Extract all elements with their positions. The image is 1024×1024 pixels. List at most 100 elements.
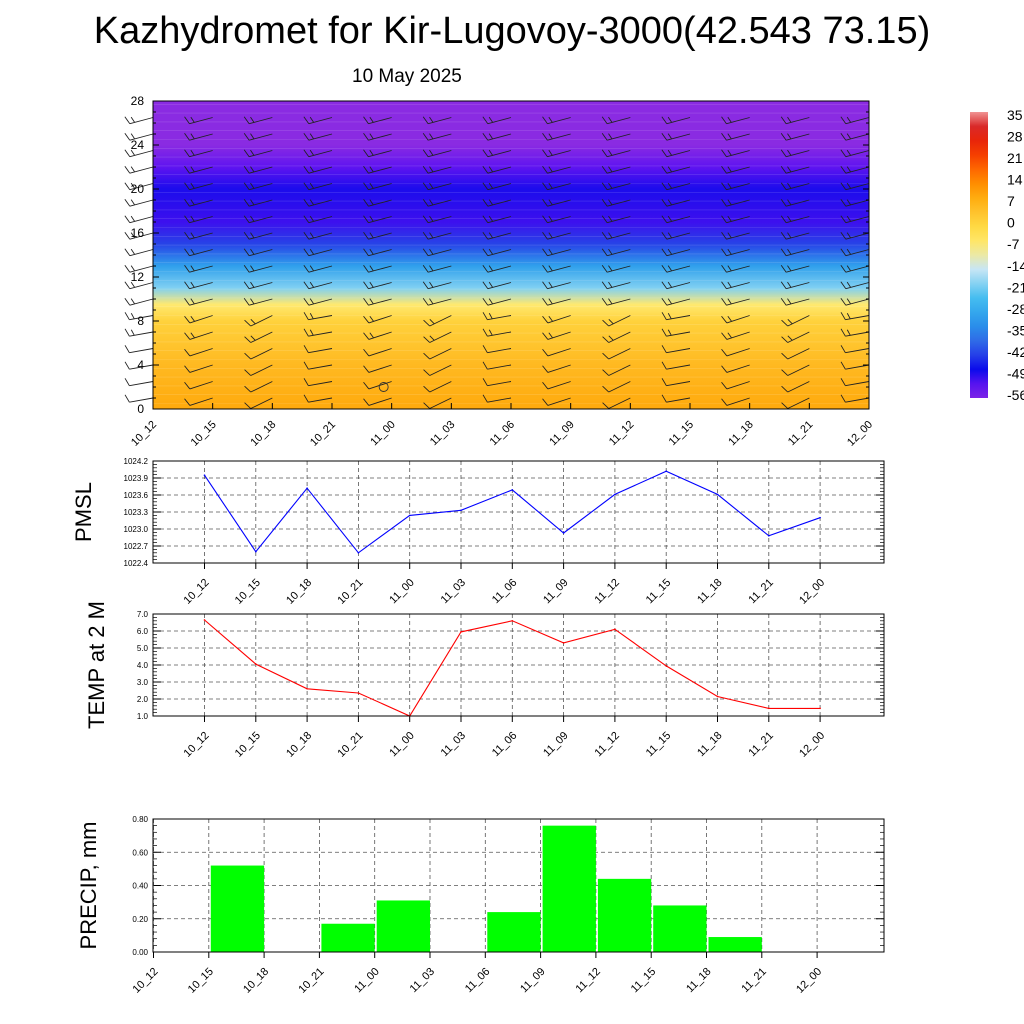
colorbar-label: -14 <box>1007 258 1024 274</box>
wind-barb <box>840 378 870 387</box>
wind-barb <box>721 264 750 273</box>
chart-subtitle: 10 May 2025 <box>352 66 462 87</box>
wind-barb <box>721 248 750 257</box>
y-tick-label: 1023.0 <box>124 525 149 534</box>
wind-barb <box>840 198 870 207</box>
data-point <box>665 470 667 473</box>
wind-barb <box>363 397 392 406</box>
x-tick-label: 10_18 <box>284 730 314 760</box>
data-point <box>306 688 308 690</box>
precip-bar <box>321 923 375 952</box>
wind-barb <box>721 348 750 357</box>
wind-barb <box>124 361 154 370</box>
wind-barb <box>542 149 571 158</box>
wind-barb <box>363 297 392 306</box>
y-tick-label: 0.00 <box>132 948 148 957</box>
wind-barb <box>184 381 213 390</box>
wind-barb <box>542 132 571 141</box>
data-point <box>511 620 514 622</box>
wind-barb <box>661 264 691 273</box>
wind-barb <box>184 315 213 324</box>
wind-barb <box>781 364 810 376</box>
x-tick-label: 10_15 <box>233 730 263 760</box>
wind-barb <box>422 132 452 141</box>
wind-barb <box>602 315 631 327</box>
wind-barb <box>781 331 810 343</box>
wind-barb <box>482 264 512 273</box>
x-tick-label: 10_15 <box>186 966 216 996</box>
axes-frame <box>152 460 885 564</box>
y-tick-label: 12 <box>131 270 145 284</box>
precip-bar <box>653 905 707 952</box>
y-tick-label: 0.80 <box>132 815 148 824</box>
wind-barb <box>542 297 571 306</box>
wind-barb <box>781 315 810 327</box>
y-tick-label: 1022.4 <box>124 559 149 568</box>
wind-barb <box>542 264 571 273</box>
x-tick-label: 11_03 <box>439 730 469 760</box>
x-tick-label: 12_00 <box>794 966 824 996</box>
wind-barb <box>243 198 273 207</box>
wind-barb <box>423 364 452 376</box>
y-tick-label: 1.0 <box>137 712 149 721</box>
wind-barb <box>363 149 392 158</box>
wind-barb <box>601 116 631 125</box>
wind-barb <box>303 281 333 290</box>
wind-barb <box>422 116 452 125</box>
wind-barb <box>363 331 392 340</box>
wind-barb <box>303 198 333 207</box>
wind-barb <box>244 381 273 393</box>
wind-barb <box>542 248 571 257</box>
wind-barb <box>781 397 810 409</box>
colorbar-label: -28 <box>1007 301 1024 317</box>
wind-barb <box>721 198 750 207</box>
wind-barb <box>601 182 631 191</box>
wind-barb <box>124 116 154 125</box>
wind-barb <box>244 364 273 376</box>
y-tick-label: 1023.9 <box>124 474 149 483</box>
wind-barb <box>840 231 870 240</box>
x-tick-label: 11_06 <box>463 966 493 996</box>
wind-barb <box>721 297 750 306</box>
data-point <box>716 493 719 496</box>
wind-barb <box>363 198 392 207</box>
wind-barb <box>602 397 631 409</box>
wind-barb <box>840 312 870 321</box>
wind-barb <box>661 345 691 354</box>
wind-barb <box>422 248 452 257</box>
x-tick-label: 11_15 <box>644 730 674 760</box>
wind-barb <box>721 149 750 158</box>
precip-bar <box>708 937 762 952</box>
wind-barb <box>661 132 691 141</box>
x-tick-label: 11_09 <box>541 730 571 760</box>
axes-frame <box>152 613 885 717</box>
wind-barb <box>423 381 452 393</box>
data-point <box>768 535 770 537</box>
wind-barb <box>244 348 273 360</box>
precip-bar <box>542 825 596 952</box>
x-tick-label: 11_21 <box>739 966 769 996</box>
x-tick-label: 11_12 <box>592 730 622 760</box>
wind-barb <box>243 132 273 141</box>
wind-barb <box>184 198 213 207</box>
y-axis-label: PRECIP, mm <box>76 822 101 950</box>
wind-barb <box>661 281 691 290</box>
data-point <box>511 489 514 491</box>
data-point <box>255 663 257 665</box>
wind-barb <box>780 132 810 141</box>
wind-barb <box>184 264 213 273</box>
x-tick-label: 10_12 <box>129 419 159 449</box>
wind-barb <box>661 198 691 207</box>
wind-barb <box>303 116 333 125</box>
wind-barb <box>124 328 154 337</box>
x-tick-label: 11_18 <box>695 730 725 760</box>
colorbar <box>970 112 988 398</box>
wind-barb <box>423 397 452 409</box>
wind-barb <box>124 264 154 273</box>
data-point <box>408 514 411 517</box>
wind-barb <box>721 281 750 290</box>
x-tick-label: 11_03 <box>439 577 469 607</box>
y-tick-label: 16 <box>131 226 145 240</box>
wind-barb <box>482 231 512 240</box>
wind-barb <box>482 378 512 387</box>
